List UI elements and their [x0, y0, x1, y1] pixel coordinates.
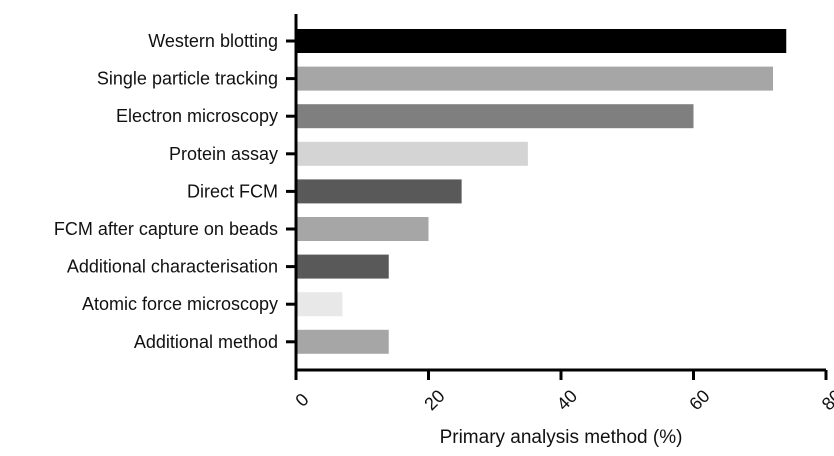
- category-label-1: Western blotting: [148, 31, 278, 51]
- bar-7: [296, 254, 389, 279]
- category-labels: Western blotting Single particle tracking…: [54, 31, 278, 352]
- x-axis-title: Primary analysis method (%): [440, 427, 683, 448]
- category-label-7: Additional characterisation: [67, 257, 278, 277]
- category-label-9: Additional method: [134, 332, 278, 352]
- bar-3: [296, 104, 694, 129]
- bar-1: [296, 29, 787, 53]
- bar-4: [296, 141, 528, 166]
- bar-5: [296, 179, 462, 204]
- category-label-8: Atomic force microscopy: [82, 294, 278, 314]
- bar-8: [296, 292, 343, 317]
- x-tick-label-60: 60: [685, 386, 713, 414]
- category-label-3: Electron microscopy: [116, 106, 278, 126]
- x-tick-label-80: 80: [818, 386, 834, 414]
- bar-9: [296, 329, 389, 354]
- category-label-4: Protein assay: [169, 144, 278, 164]
- category-label-6: FCM after capture on beads: [54, 219, 278, 239]
- bar-2: [296, 66, 773, 91]
- category-label-2: Single particle tracking: [97, 69, 278, 89]
- bars-layer: [296, 29, 787, 354]
- bar-6: [296, 217, 429, 241]
- x-tick-label-40: 40: [553, 386, 581, 414]
- category-label-5: Direct FCM: [187, 181, 278, 201]
- x-tick-label-0: 0: [291, 389, 312, 410]
- x-tick-label-20: 20: [420, 386, 448, 414]
